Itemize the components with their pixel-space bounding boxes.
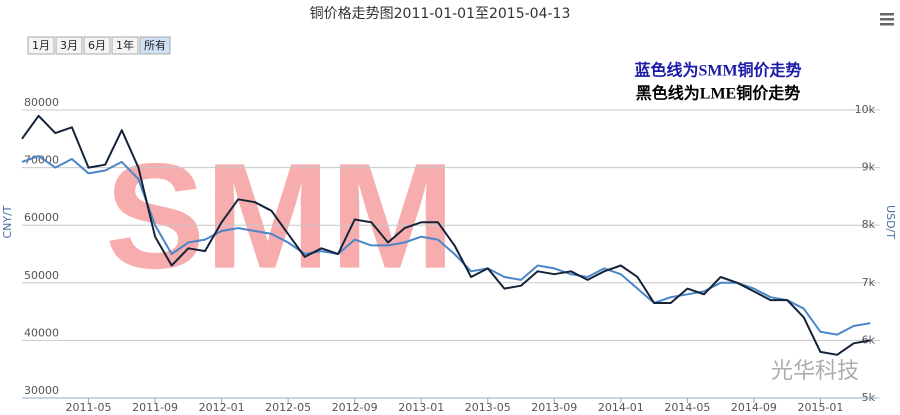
x-tick-label: 2015-01 — [797, 401, 843, 414]
button-label: 3月 — [60, 39, 78, 52]
x-tick-label: 2012-05 — [265, 401, 311, 414]
x-tick-label: 2013-01 — [398, 401, 444, 414]
button-bg — [111, 36, 139, 55]
y-tick-label: 30000 — [24, 384, 59, 397]
chart-title: 铜价格走势图2011-01-01至2015-04-13 — [310, 6, 571, 22]
button-bg — [83, 36, 111, 55]
y-tick-label: 40000 — [24, 326, 59, 339]
x-tick-label: 2011-09 — [132, 401, 178, 414]
button-label: 1月 — [32, 39, 50, 52]
y-tick-label: 50000 — [24, 269, 59, 282]
y2-axis-title: USD/T — [884, 205, 897, 239]
button-label: 所有 — [144, 38, 166, 52]
button-bg — [27, 36, 55, 55]
x-tick-label: 2014-05 — [664, 401, 710, 414]
x-tick-label: 2012-09 — [332, 401, 378, 414]
y-axis-title: CNY/T — [1, 205, 14, 238]
y2-tick-label: 9k — [862, 161, 876, 174]
button-bg — [139, 36, 171, 55]
series-line — [21, 114, 871, 356]
y2-tick-label: 8k — [862, 218, 876, 231]
watermark: SMM — [105, 132, 455, 300]
x-tick-label: 2013-05 — [465, 401, 511, 414]
range-button[interactable]: 6月 — [83, 36, 111, 55]
y-tick-label: 60000 — [24, 211, 59, 224]
range-button[interactable]: 1年 — [111, 36, 139, 55]
y-tick-label: 80000 — [24, 96, 59, 109]
menu-icon[interactable] — [880, 13, 894, 26]
x-tick-label: 2014-01 — [598, 401, 644, 414]
x-tick-label: 2012-01 — [199, 401, 245, 414]
annotation: 黑色线为LME铜价走势 — [636, 84, 800, 103]
y2-tick-label: 10k — [855, 103, 876, 116]
range-button[interactable]: 1月 — [27, 36, 55, 55]
y2-tick-label: 7k — [862, 276, 876, 289]
button-label: 6月 — [88, 39, 106, 52]
annotation: 蓝色线为SMM铜价走势 — [634, 61, 801, 80]
series-line — [21, 155, 871, 336]
range-button[interactable]: 所有 — [139, 36, 171, 55]
x-tick-label: 2011-05 — [66, 401, 112, 414]
x-tick-label: 2014-09 — [731, 401, 777, 414]
x-tick-label: 2013-09 — [531, 401, 577, 414]
range-button[interactable]: 3月 — [55, 36, 83, 55]
button-bg — [55, 36, 83, 55]
credit: 光华科技 — [771, 359, 859, 384]
button-label: 1年 — [116, 38, 134, 52]
